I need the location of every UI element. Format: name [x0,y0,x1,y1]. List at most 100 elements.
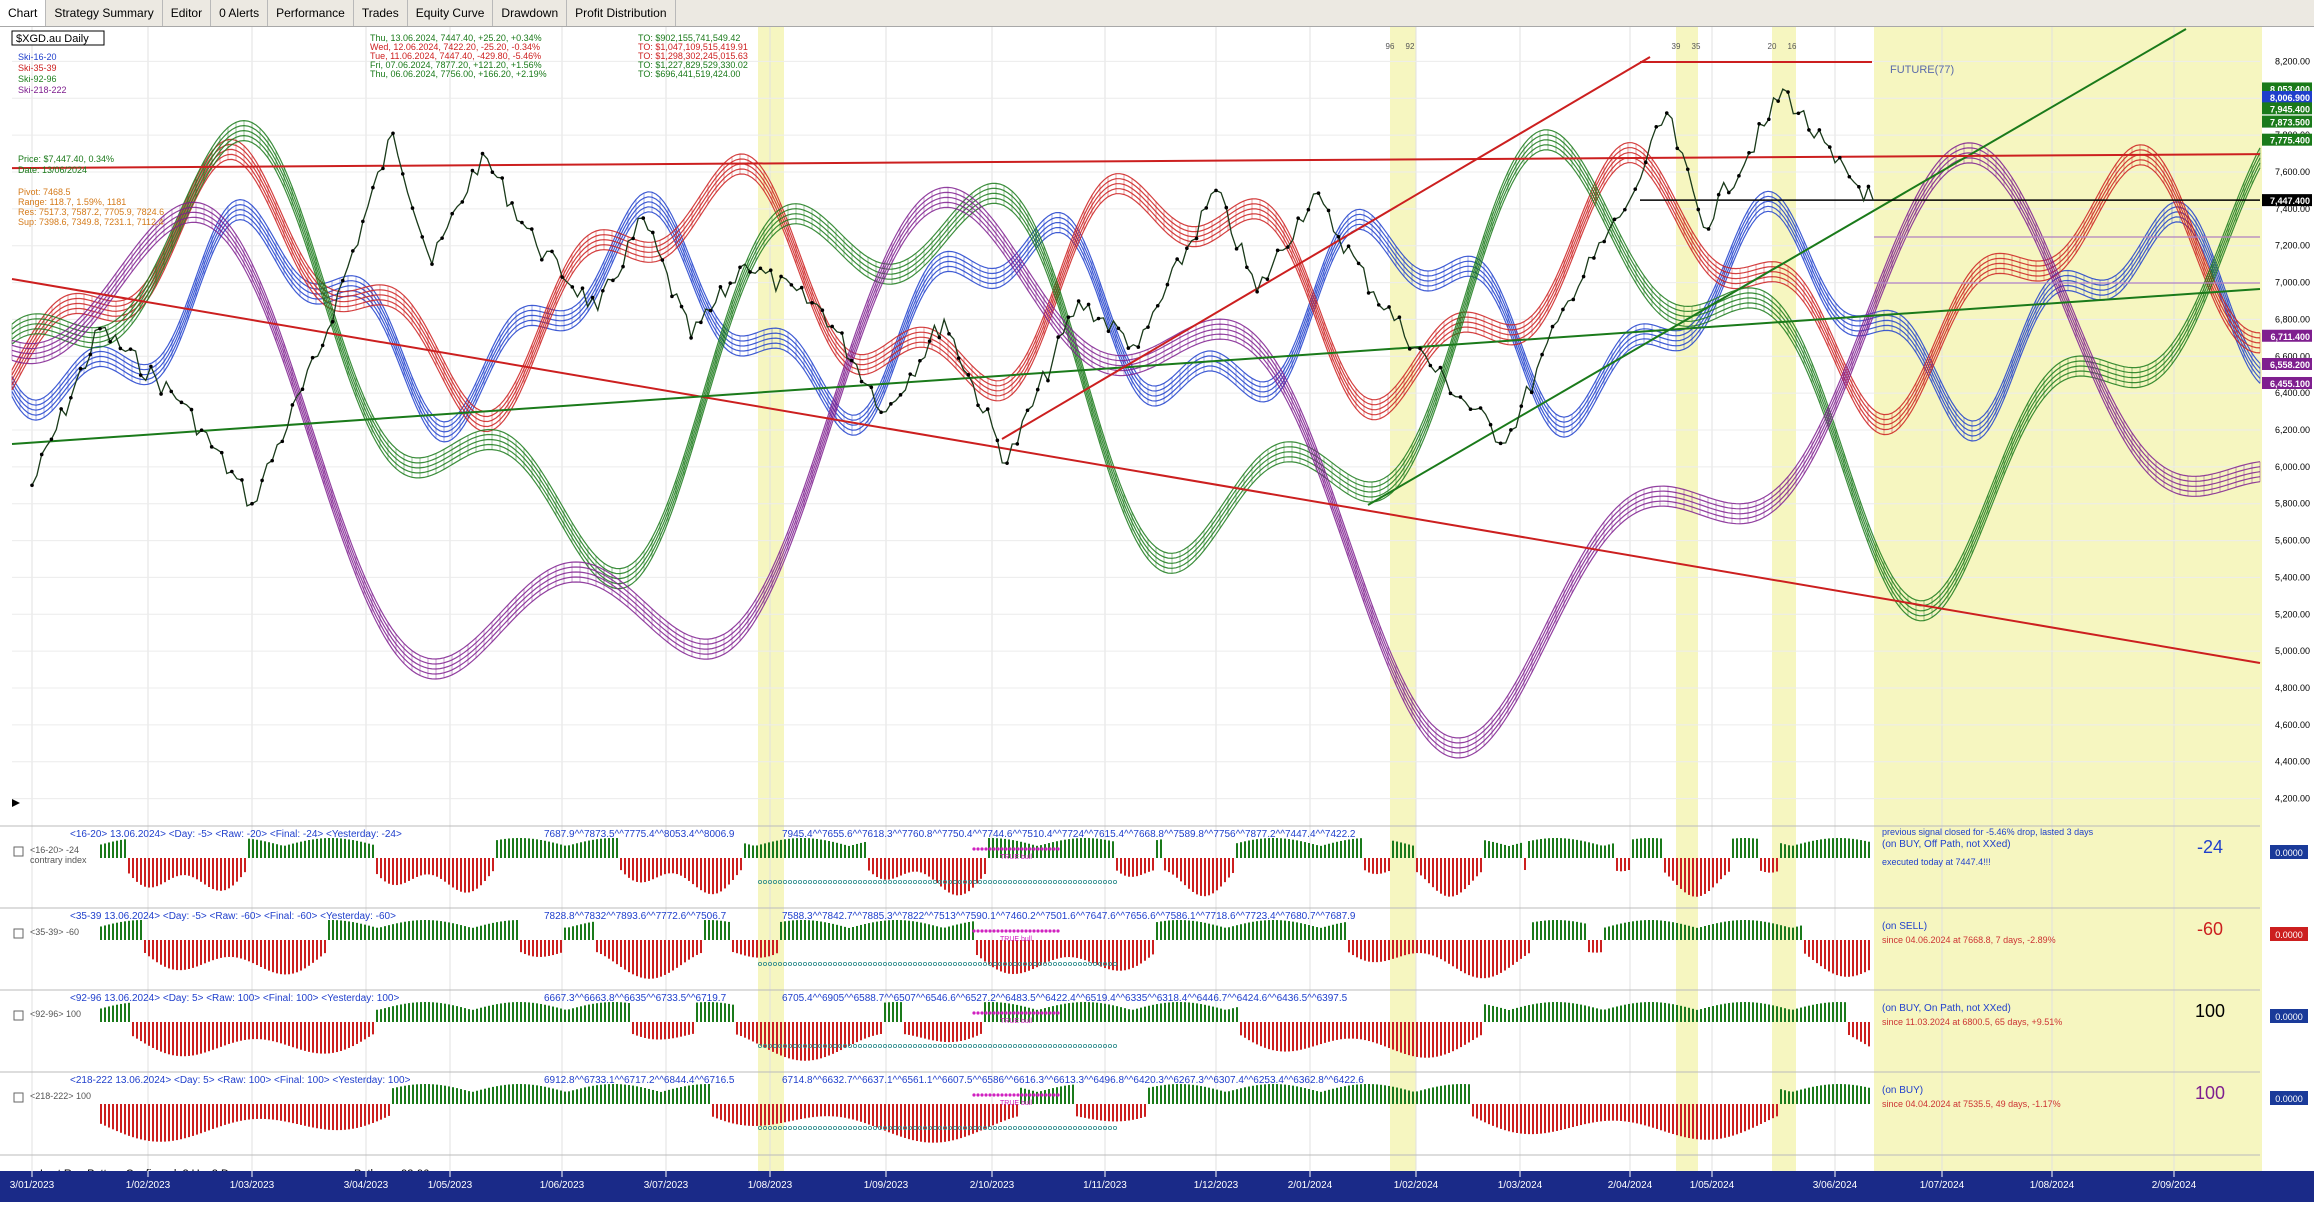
panel-bar [248,838,250,858]
panel-bar [912,1104,914,1141]
panel-bar [1376,1022,1378,1044]
panel-bar [1284,1084,1286,1104]
panel-bar [660,858,662,876]
panel-bar [180,940,182,971]
panel-dot [1053,1044,1058,1049]
panel-bar [1804,1006,1806,1022]
panel-bar [1620,858,1622,872]
chart-svg[interactable]: 8,200.008,000.007,800.007,600.007,400.00… [0,27,2314,1192]
panel-mark: TRUE bull [1000,1018,1032,1025]
indicator-list-item: Ski-92-96 [18,74,57,84]
chart-area[interactable]: 8,200.008,000.007,800.007,600.007,400.00… [0,27,2314,1192]
panel-bar [1256,921,1258,940]
indicator-panel: <35-39 13.06.2024> <Day: -5> <Raw: -60> … [0,907,2308,979]
panel-bar [1576,839,1578,858]
panel-bar [636,858,638,882]
price-point [1592,256,1596,260]
panel-bar [1316,1091,1318,1104]
tab-trades[interactable]: Trades [354,0,408,26]
panel-bar [192,1022,194,1056]
panel-bar [1500,940,1502,973]
x-tick-label: 1/12/2023 [1194,1180,1239,1191]
panel-bar [1560,920,1562,940]
panel-bar [1288,839,1290,858]
tab-equity-curve[interactable]: Equity Curve [408,0,494,26]
tab-profit-distribution[interactable]: Profit Distribution [567,0,676,26]
panel-bar [1288,921,1290,940]
panel-dot [1013,1044,1018,1049]
panel-bar [1344,1022,1346,1039]
price-point [1529,390,1534,395]
panel-bar [888,920,890,940]
tab-performance[interactable]: Performance [268,0,354,26]
panel-bar [1384,1022,1386,1047]
panel-bar [624,940,626,970]
panel-bar [1188,1084,1190,1104]
panel-bar [212,1104,214,1129]
panel-dot [1063,1126,1068,1131]
panel-bar [804,838,806,858]
panel-bar [1732,1002,1734,1022]
panel-dot-pink [988,929,992,933]
panel-bar [1388,940,1390,961]
panel-bar [604,1084,606,1104]
panel-bar [792,1104,794,1121]
tab-strategy-summary[interactable]: Strategy Summary [46,0,163,26]
panel-dot [1013,880,1018,885]
panel-bar [624,1002,626,1022]
panel-bar [1804,842,1806,858]
panel-bar [904,1104,906,1138]
panel-dot [1093,1044,1098,1049]
tab-drawdown[interactable]: Drawdown [493,0,568,26]
symbol-label: $XGD.au Daily [16,33,89,45]
panel-bar [132,858,134,879]
panel-bar [1092,940,1094,964]
panel-bar [1132,858,1134,877]
panel-dot-pink [996,847,1000,851]
trendline-green-up [1367,28,2187,506]
tab-editor[interactable]: Editor [163,0,212,26]
panel-dot-pink [972,847,976,851]
panel-dot [893,1044,898,1049]
panel-bar [596,940,598,953]
panel-bar [200,1104,202,1134]
panel-bar [840,1104,842,1118]
tab-chart[interactable]: Chart [0,0,47,26]
panel-bar [580,842,582,858]
panel-dot [1098,1126,1103,1131]
panel-bar [1100,1003,1102,1022]
panel-bar [1280,1084,1282,1104]
price-tag-bg [2262,357,2312,370]
panel-bar [1792,1091,1794,1104]
panel-bar [704,1002,706,1022]
tab-0-alerts[interactable]: 0 Alerts [211,0,269,26]
y-tick-label: 7,000.00 [2275,278,2310,288]
panel-bar [1512,940,1514,965]
x-axis-svg: 3/01/2023 1/02/2023 1/03/2023 3/04/2023 1/05… [10,1171,2197,1191]
panel-bar [1032,1008,1034,1022]
panel-bar [1144,1006,1146,1022]
panel-bar [856,925,858,940]
panel-bar [1788,1091,1790,1104]
panel-bar [920,1104,922,1142]
panel-bar [1400,1088,1402,1104]
panel-bar [1460,1022,1462,1048]
panel-bar [1160,1003,1162,1022]
panel-dot [948,880,953,885]
panel-bar [1376,1084,1378,1104]
panel-bar [600,1002,602,1022]
panel-bar [1744,920,1746,940]
panel-bar [1060,1086,1062,1104]
panel-dot [1088,962,1093,967]
panel-bar [208,858,210,888]
panel-bar [492,1004,494,1022]
panel-dot-pink [1048,1093,1052,1097]
panel-dot [1003,1126,1008,1131]
panel-bar [344,920,346,940]
panel-dot [1063,880,1068,885]
panel-dot-pink [972,929,976,933]
price-point [937,335,942,340]
panel-dot [873,880,878,885]
panel-bar [1736,838,1738,858]
panel-bar [1096,838,1098,858]
